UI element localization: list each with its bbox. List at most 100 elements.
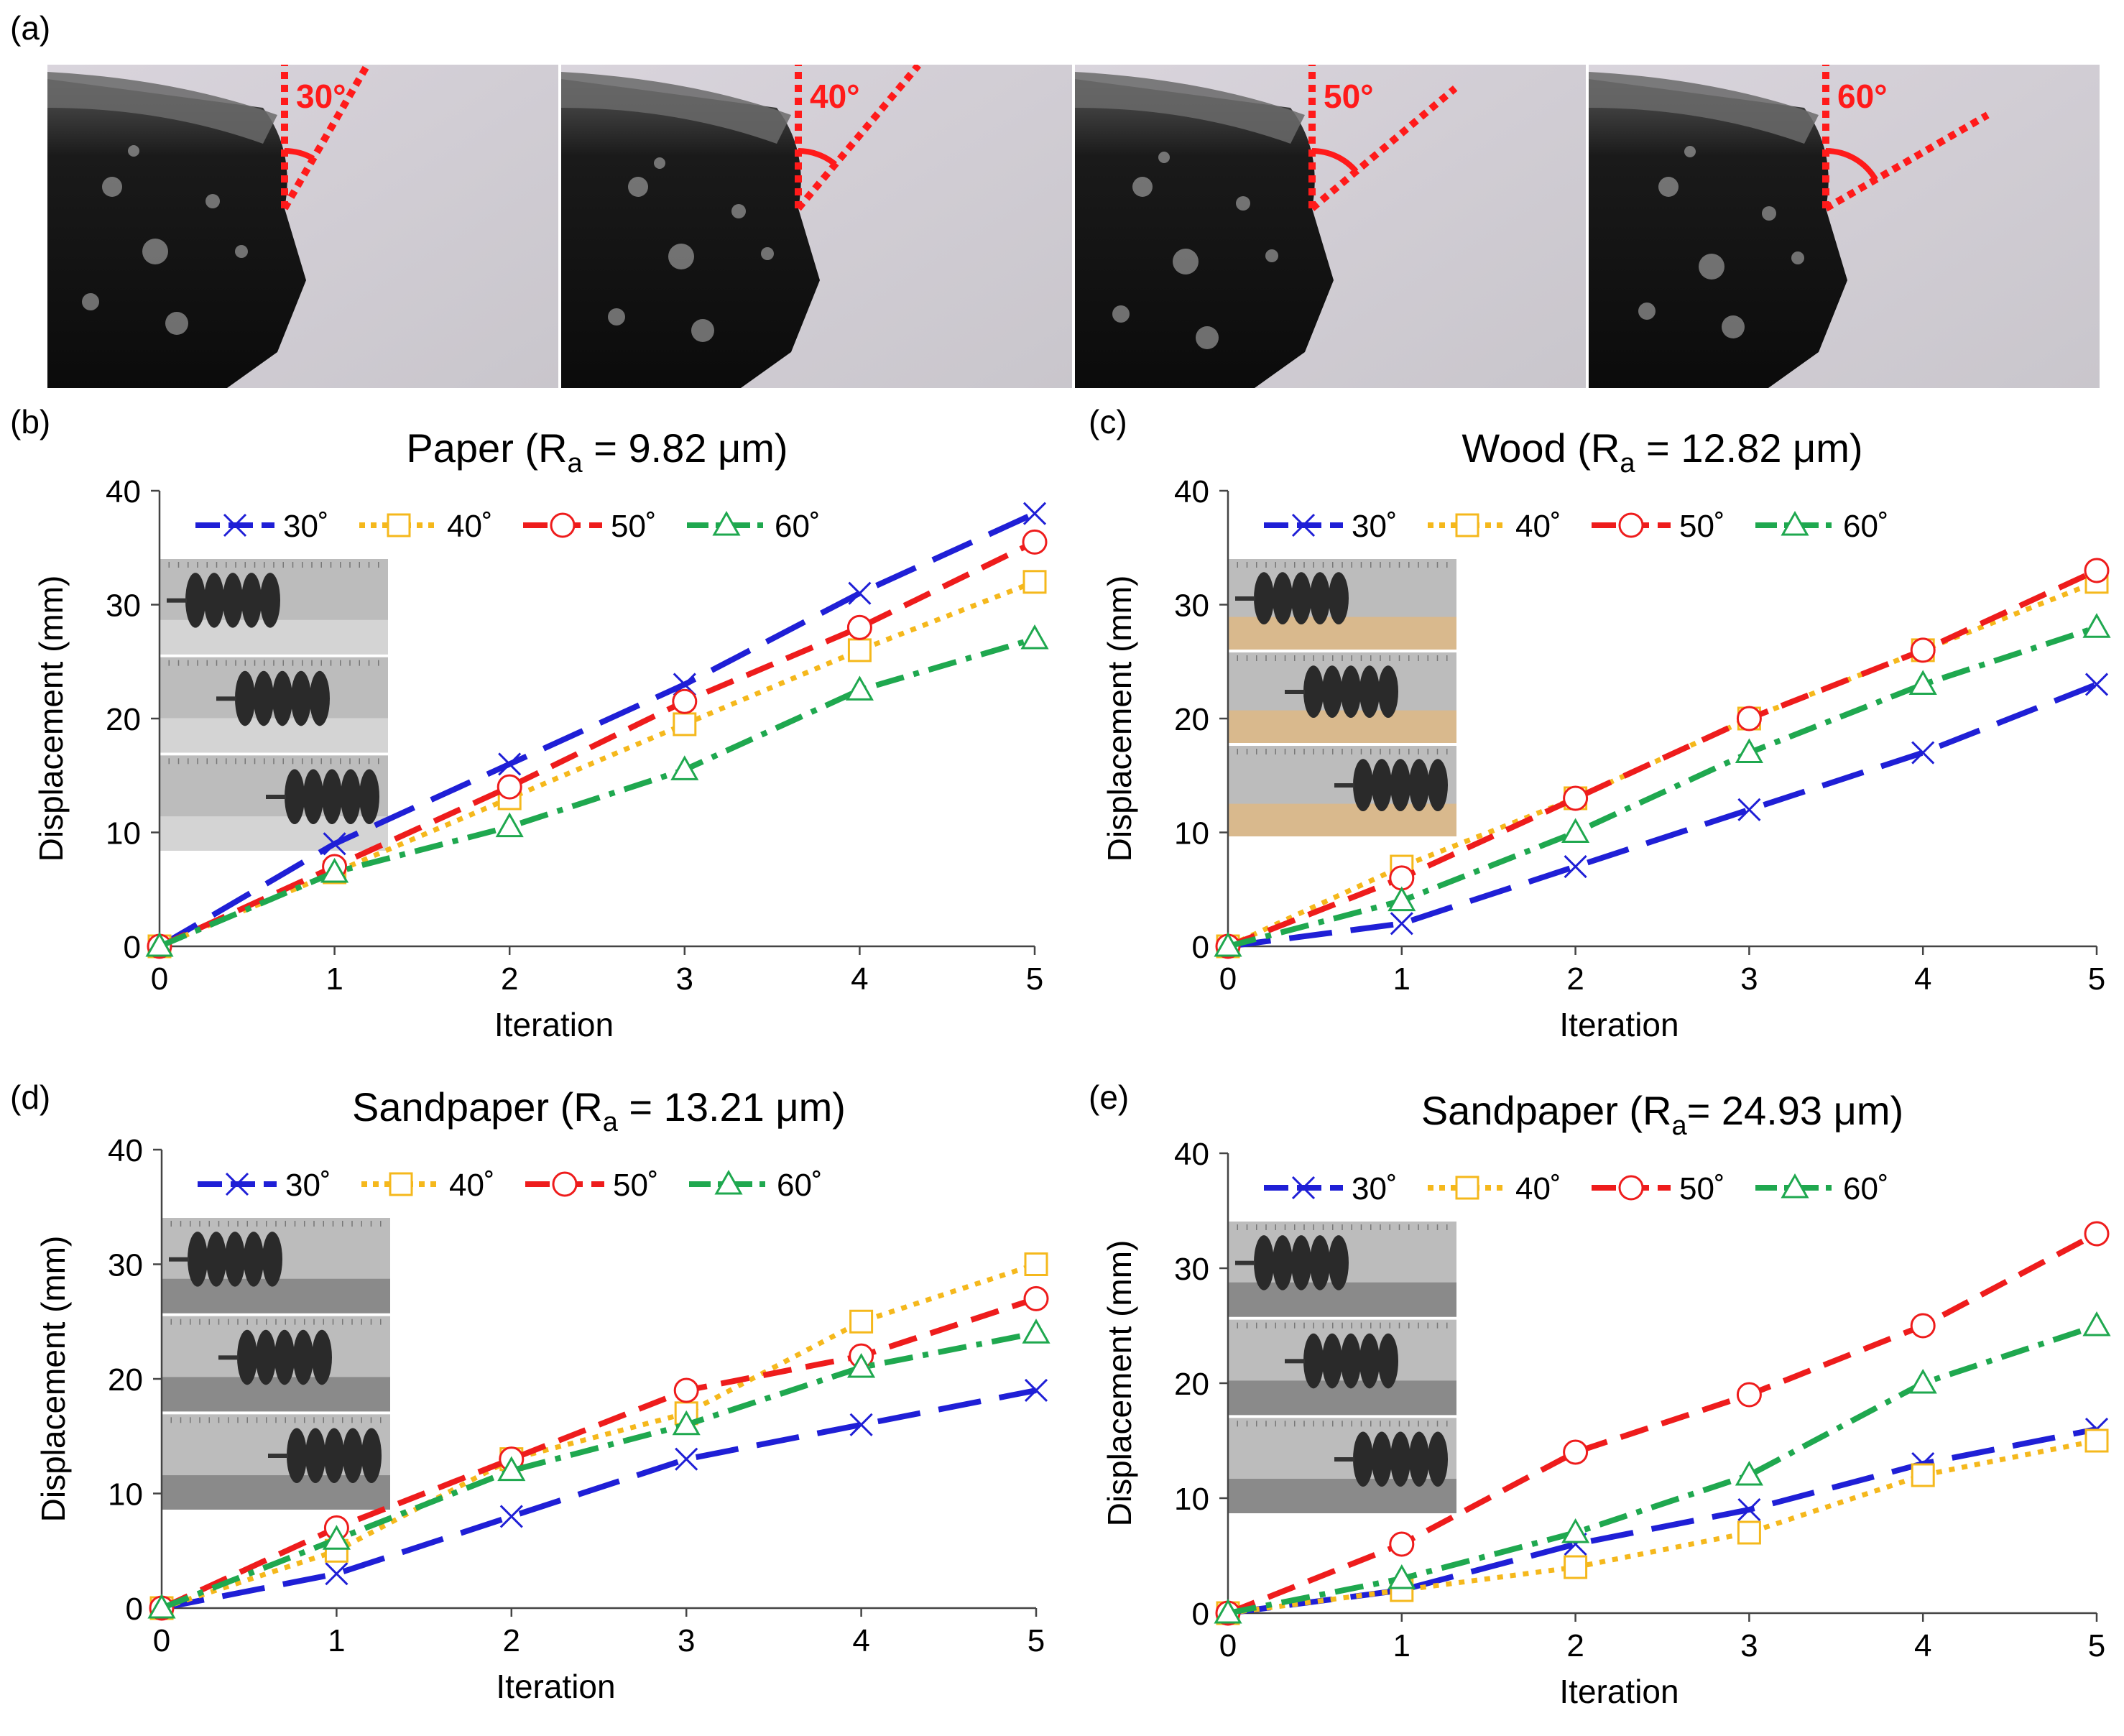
series-line-30 [1227, 681, 2098, 949]
y-axis-label: Displacement (mm) [1101, 576, 1138, 862]
legend-label-50: 50˚ [1679, 1171, 1725, 1206]
data-point-30-4 [848, 581, 872, 605]
series-line-50 [158, 539, 1036, 949]
data-point-40-5 [1022, 570, 1047, 594]
angle-label-30: 30° [296, 78, 346, 115]
data-point-60-2 [1561, 1518, 1590, 1543]
robot-inset-photo [161, 1218, 390, 1510]
legend-label-40: 40˚ [449, 1168, 495, 1203]
x-axis-label: Iteration [1559, 1006, 1679, 1043]
series-30 [1216, 673, 2109, 959]
data-point-60-0 [1214, 931, 1242, 957]
x-tick-label: 0 [153, 1623, 170, 1658]
angle-tilted-line [1309, 86, 1458, 211]
legend-label-60: 60˚ [777, 1168, 823, 1203]
data-point-60-0 [147, 1593, 176, 1619]
data-point-60-2 [497, 1456, 526, 1482]
legend-marker-60 [714, 1169, 743, 1195]
legend-marker-50 [1618, 1175, 1644, 1201]
y-tick-label: 20 [1174, 1367, 1209, 1402]
y-tick-label: 40 [108, 1133, 143, 1168]
legend: 30˚ 40˚ 50˚ 60˚ [1264, 1171, 1889, 1206]
legend-label-60: 60˚ [1843, 509, 1889, 544]
data-point-30-3 [675, 1447, 698, 1471]
robot-inset-photo [1227, 559, 1456, 836]
data-point-60-1 [322, 1525, 351, 1550]
legend-label-30: 30˚ [1352, 509, 1398, 544]
legend-label-30: 30˚ [283, 509, 329, 544]
data-point-60-0 [145, 931, 174, 957]
x-tick-label: 3 [678, 1623, 695, 1658]
data-point-50-5 [2084, 558, 2110, 583]
data-point-50-3 [1736, 706, 1762, 731]
series-60 [145, 624, 1049, 957]
x-axis-label: Iteration [1559, 1673, 1679, 1710]
gripper-angle-photo-strip: 30° 40° 50° 60° [47, 65, 2100, 388]
chart-title: Paper (Ra = 9.82 μm) [406, 425, 788, 479]
chart-e: Sandpaper (Ra= 24.93 μm) 0 10 20 30 40 0 1 2 3 4 5 I… [1101, 1088, 2111, 1710]
series-60 [1214, 1311, 2111, 1624]
data-point-30-2 [1564, 854, 1587, 879]
series-60 [1214, 613, 2111, 957]
data-point-50-3 [1736, 1382, 1762, 1408]
x-tick-label: 4 [1914, 961, 1931, 997]
x-tick-label: 2 [1566, 961, 1584, 997]
angle-tilted-line [1824, 111, 1990, 212]
chart-title: Wood (Ra = 12.82 μm) [1462, 425, 1862, 479]
y-tick-label: 40 [1174, 1137, 1209, 1172]
series-30 [149, 1378, 1048, 1620]
series-line-40 [1227, 1438, 2097, 1616]
data-point-30-5 [2084, 673, 2109, 696]
y-tick-label: 10 [1174, 1482, 1209, 1517]
data-point-40-5 [2084, 1428, 2109, 1453]
y-tick-label: 30 [1174, 1252, 1209, 1287]
series-line-40 [1227, 579, 2098, 949]
data-point-60-1 [1387, 886, 1416, 912]
y-tick-label: 10 [108, 1477, 143, 1513]
data-point-50-4 [1910, 1313, 1936, 1339]
x-tick-label: 3 [1740, 1628, 1758, 1663]
data-point-60-3 [1735, 738, 1763, 764]
legend-item-60: 60˚ [689, 1168, 823, 1203]
data-point-30-4 [1911, 741, 1935, 765]
data-point-30-5 [1024, 1378, 1048, 1403]
legend: 30˚ 40˚ 50˚ 60˚ [195, 509, 821, 544]
series-line-40 [158, 579, 1036, 949]
data-point-40-2 [1564, 1555, 1588, 1579]
data-point-30-1 [323, 832, 346, 856]
angle-tilted-line [281, 65, 372, 211]
data-point-30-3 [1737, 798, 1761, 821]
legend-label-30: 30˚ [285, 1168, 331, 1203]
legend-item-40: 40˚ [1428, 509, 1561, 544]
legend: 30˚ 40˚ 50˚ 60˚ [1264, 509, 1889, 544]
angle-arc [284, 148, 315, 162]
y-tick-label: 0 [1192, 930, 1209, 965]
legend-item-40: 40˚ [1428, 1171, 1561, 1206]
x-axis-label: Iteration [496, 1668, 615, 1705]
y-axis-label: Displacement (mm) [1101, 1240, 1138, 1527]
data-point-60-2 [1561, 818, 1590, 843]
legend-marker-50 [1618, 512, 1644, 538]
chart-b: Paper (Ra = 9.82 μm) 0 10 20 30 40 0 1 2 3 4 5 Itera… [32, 425, 1049, 1043]
chart-d: Sandpaper (Ra = 13.21 μm) 0 10 20 30 40 0 1 2 3 4 5… [34, 1084, 1051, 1705]
legend-label-60: 60˚ [775, 509, 821, 544]
legend: 30˚ 40˚ 50˚ 60˚ [198, 1168, 823, 1203]
data-point-30-2 [499, 1505, 523, 1528]
series-line-60 [160, 1330, 1037, 1611]
data-point-60-3 [1735, 1460, 1763, 1486]
panel-label-a: (a) [10, 9, 51, 47]
x-tick-label: 2 [503, 1623, 520, 1658]
data-point-50-3 [672, 688, 698, 714]
y-tick-label: 40 [106, 474, 141, 509]
data-point-50-5 [2084, 1221, 2110, 1247]
legend-marker-60 [1781, 1173, 1809, 1199]
robot-inset-photo [1227, 1222, 1456, 1513]
data-point-60-3 [672, 1410, 701, 1436]
photo-tile-50: 50° [1075, 65, 1586, 388]
panel-label-e: (e) [1089, 1079, 1130, 1116]
data-point-40-4 [849, 1309, 874, 1334]
data-point-60-0 [1214, 1598, 1242, 1624]
data-point-50-2 [1563, 785, 1589, 811]
panel-label-c: (c) [1089, 403, 1127, 440]
